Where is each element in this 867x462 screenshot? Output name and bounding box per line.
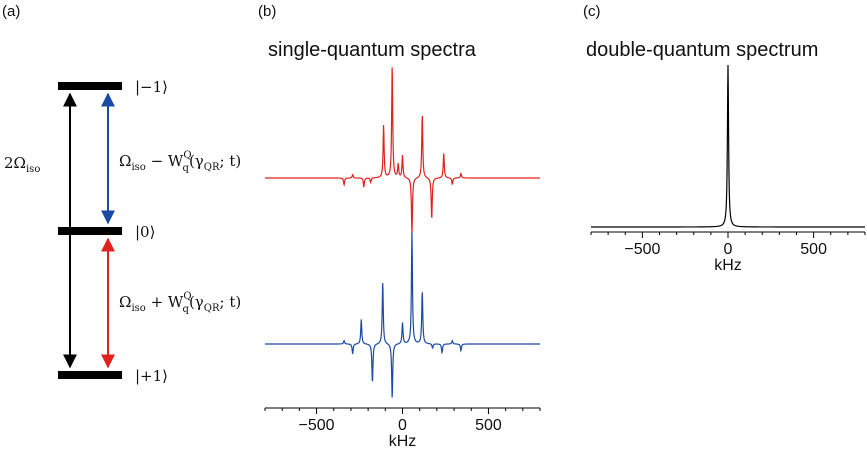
x-axis-title: kHz: [714, 257, 742, 274]
panel-b-label: (b): [258, 3, 276, 20]
x-tick-label: 500: [800, 241, 827, 258]
spectrum-line-red: [265, 67, 540, 234]
double-transition-label: 2Ωiso: [4, 154, 40, 175]
dq-spectrum-line: [591, 64, 865, 228]
level-0-bar: [58, 227, 122, 235]
level-plus1-bar: [58, 371, 122, 379]
spectrum-line-blue: [265, 231, 540, 398]
panel-a-label: (a): [2, 3, 20, 20]
x-tick-label: 0: [724, 241, 733, 258]
level-plus1-label: |+1⟩: [135, 367, 168, 385]
level-0-label: |0⟩: [135, 223, 155, 241]
level-minus1-bar: [58, 82, 122, 90]
panel-c-label: (c): [583, 3, 601, 20]
upper-transition-label: Ωiso − WQ q(γQR; t): [119, 150, 241, 174]
double-quantum-title: double-quantum spectrum: [586, 39, 818, 61]
x-tick-label: −500: [624, 241, 660, 258]
x-axis-title: kHz: [389, 433, 417, 450]
double-quantum-spectrum: −500 0 500 kHz: [590, 64, 866, 274]
x-tick-label: 0: [398, 417, 407, 434]
energy-level-diagram: |−1⟩ |0⟩ |+1⟩ 2Ωiso Ωiso − WQ q(γQR; t) Ω…: [4, 78, 241, 385]
level-minus1-label: |−1⟩: [135, 78, 168, 96]
x-tick-label: 500: [475, 417, 502, 434]
lower-transition-label: Ωiso + WQ q(γQR; t): [119, 291, 241, 315]
single-quantum-spectra: −500 0 500 kHz: [264, 67, 541, 450]
single-quantum-title: single-quantum spectra: [268, 39, 477, 61]
x-tick-label: −500: [299, 417, 335, 434]
